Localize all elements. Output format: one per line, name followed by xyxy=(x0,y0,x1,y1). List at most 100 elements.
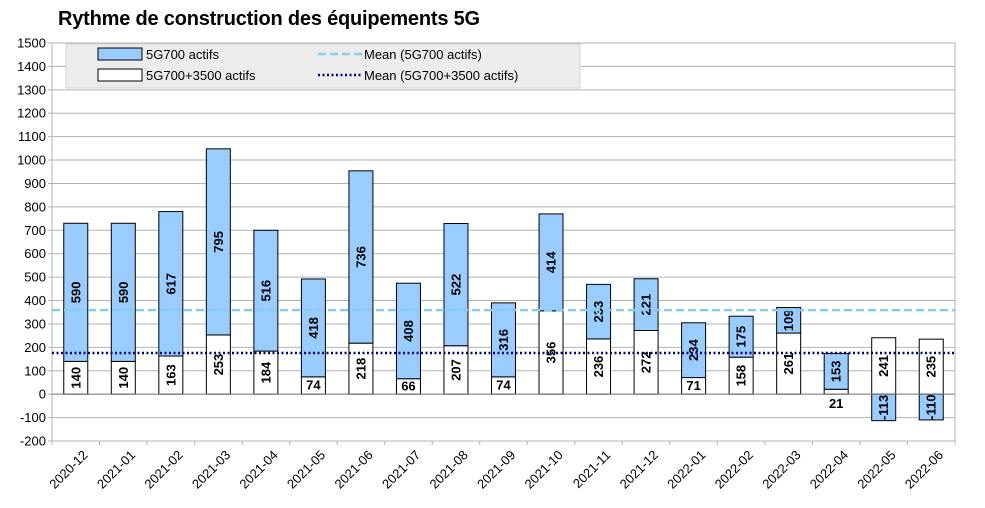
x-tick-label: 2021-05 xyxy=(284,447,328,491)
data-label-5g700-3500: 218 xyxy=(353,358,368,380)
y-tick-label: 1300 xyxy=(17,82,46,97)
y-tick-label: 700 xyxy=(24,223,46,238)
legend-swatch-5g700-3500 xyxy=(97,68,143,82)
data-label-5g700: 617 xyxy=(163,273,178,295)
y-tick-label: 400 xyxy=(24,293,46,308)
x-tick-label: 2022-03 xyxy=(759,447,803,491)
data-label-5g700: 795 xyxy=(211,231,226,253)
y-tick-label: -100 xyxy=(20,410,46,425)
data-label-5g700: 590 xyxy=(116,281,131,303)
bar-5g700 xyxy=(728,315,754,358)
bar-5g700 xyxy=(300,278,326,378)
bar-5g700 xyxy=(871,393,897,422)
x-tick-label: 2022-06 xyxy=(902,447,946,491)
x-tick-label: 2021-03 xyxy=(189,447,233,491)
data-label-5g700-3500: 207 xyxy=(448,359,463,381)
data-label-5g700: -110 xyxy=(924,394,939,419)
bar-5g700 xyxy=(586,283,612,340)
y-tick-label: 600 xyxy=(24,246,46,261)
data-label-5g700: 233 xyxy=(591,301,606,323)
y-tick-label: 1000 xyxy=(17,153,46,168)
bar-5g700-3500 xyxy=(871,337,897,395)
bar-5g700-3500 xyxy=(728,356,754,395)
bar-5g700 xyxy=(443,223,469,347)
data-label-5g700-3500: 356 xyxy=(544,342,559,364)
bar-5g700 xyxy=(776,307,802,334)
bar-5g700 xyxy=(823,352,849,390)
data-label-5g700-3500: 140 xyxy=(68,367,83,389)
y-tick-label: 500 xyxy=(24,270,46,285)
legend-label-mean-5g700: Mean (5G700 actifs) xyxy=(364,47,482,62)
data-label-5g700: 175 xyxy=(734,326,749,348)
x-tick-label: 2021-02 xyxy=(141,447,185,491)
data-label-5g700-3500: 71 xyxy=(686,378,700,393)
chart-title: Rythme de construction des équipements 5… xyxy=(58,8,480,30)
data-label-5g700: 414 xyxy=(544,251,559,273)
data-label-5g700-3500: 236 xyxy=(591,356,606,378)
bar-5g700 xyxy=(253,229,279,352)
bar-5g700-3500 xyxy=(348,342,374,395)
y-tick-label: 300 xyxy=(24,316,46,331)
data-label-5g700: 522 xyxy=(448,274,463,296)
legend-label-5g700: 5G700 actifs xyxy=(146,47,219,62)
x-tick-label: 2021-04 xyxy=(236,447,280,491)
bar-5g700 xyxy=(110,222,136,362)
data-label-5g700: 234 xyxy=(686,339,701,361)
data-label-5g700-3500: 184 xyxy=(258,361,273,383)
data-label-5g700-3500: 74 xyxy=(306,378,321,393)
y-tick-label: 200 xyxy=(24,340,46,355)
x-tick-label: 2021-01 xyxy=(94,447,138,491)
legend-label-5g700-3500: 5G700+3500 actifs xyxy=(146,68,256,83)
data-label-5g700: 516 xyxy=(258,280,273,302)
bar-5g700-3500 xyxy=(586,338,612,395)
bar-5g700 xyxy=(633,278,659,331)
y-tick-label: 900 xyxy=(24,176,46,191)
bar-5g700-3500 xyxy=(63,360,89,395)
x-tick-label: 2022-02 xyxy=(712,447,756,491)
data-label-5g700: 590 xyxy=(68,281,83,303)
data-label-5g700: 221 xyxy=(639,294,654,316)
data-label-5g700-3500: 21 xyxy=(829,396,843,411)
data-label-5g700: 736 xyxy=(353,246,368,268)
x-tick-label: 2021-11 xyxy=(570,447,614,491)
x-tick-label: 2021-08 xyxy=(427,447,471,491)
data-label-5g700: 316 xyxy=(496,329,511,351)
x-tick-label: 2022-04 xyxy=(807,447,851,491)
x-tick-label: 2022-01 xyxy=(664,447,708,491)
data-label-5g700: 408 xyxy=(401,320,416,342)
y-tick-label: 1200 xyxy=(17,106,46,121)
x-tick-label: 2020-12 xyxy=(46,447,90,491)
data-label-5g700-3500: 140 xyxy=(116,367,131,389)
x-tick-label: 2021-09 xyxy=(474,447,518,491)
data-label-5g700-3500: 253 xyxy=(211,354,226,376)
bar-5g700-3500 xyxy=(776,332,802,395)
y-tick-label: -200 xyxy=(20,434,46,449)
data-label-5g700-3500: 74 xyxy=(496,378,511,393)
bar-5g700 xyxy=(491,302,516,378)
legend-swatch-5g700 xyxy=(97,47,143,61)
y-tick-label: 1500 xyxy=(17,36,46,51)
legend-box xyxy=(65,43,581,89)
bar-5g700 xyxy=(63,222,89,362)
bar-5g700-3500 xyxy=(823,388,849,395)
bar-5g700 xyxy=(395,282,421,380)
bar-5g700-3500 xyxy=(633,329,659,395)
data-label-5g700: -113 xyxy=(876,395,891,420)
x-tick-label: 2021-12 xyxy=(617,447,661,491)
data-label-5g700-3500: 163 xyxy=(163,364,178,386)
y-tick-label: 1100 xyxy=(18,129,46,144)
x-tick-label: 2021-07 xyxy=(379,447,423,491)
data-label-5g700: 153 xyxy=(829,360,844,382)
bar-5g700 xyxy=(348,170,374,344)
y-tick-label: 1400 xyxy=(17,59,46,74)
data-label-5g700-3500: 235 xyxy=(924,356,939,378)
y-tick-label: 100 xyxy=(24,363,46,378)
data-label-5g700: 418 xyxy=(306,317,321,339)
y-tick-label: 0 xyxy=(39,387,46,402)
bar-5g700 xyxy=(158,211,184,357)
data-label-5g700-3500: 241 xyxy=(876,355,891,377)
x-tick-label: 2022-05 xyxy=(854,447,898,491)
data-label-5g700-3500: 261 xyxy=(781,353,796,375)
